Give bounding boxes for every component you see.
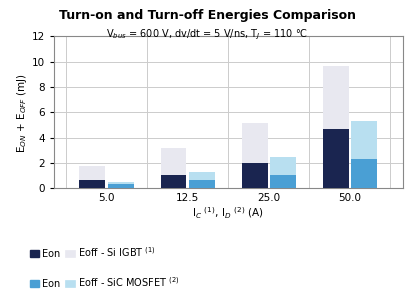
Bar — [161, 174, 186, 188]
Bar — [161, 148, 186, 174]
Y-axis label: E$_{ON}$ + E$_{OFF}$ (mJ): E$_{ON}$ + E$_{OFF}$ (mJ) — [15, 72, 29, 153]
Legend: Eon, Eoff - SiC MOSFET $^{(2)}$: Eon, Eoff - SiC MOSFET $^{(2)}$ — [26, 271, 183, 293]
Bar — [351, 121, 377, 159]
Bar — [351, 159, 377, 188]
Bar — [189, 180, 215, 188]
Bar — [80, 166, 105, 180]
Text: V$_{bus}$ = 600 V, dv/dt = 5 V/ns, T$_J$ = 110 °C: V$_{bus}$ = 600 V, dv/dt = 5 V/ns, T$_J$… — [106, 27, 309, 42]
Text: Turn-on and Turn-off Energies Comparison: Turn-on and Turn-off Energies Comparison — [59, 9, 356, 22]
Bar — [323, 129, 349, 188]
Bar — [189, 172, 215, 180]
Bar — [270, 174, 296, 188]
Bar — [242, 163, 268, 188]
Legend: Eon, Eoff - Si IGBT $^{(1)}$: Eon, Eoff - Si IGBT $^{(1)}$ — [26, 241, 160, 263]
Bar — [108, 184, 134, 188]
Bar — [80, 180, 105, 188]
Bar — [270, 157, 296, 174]
X-axis label: I$_C$ $^{(1)}$, I$_D$ $^{(2)}$ (A): I$_C$ $^{(1)}$, I$_D$ $^{(2)}$ (A) — [193, 206, 264, 221]
Bar — [323, 66, 349, 129]
Bar — [242, 123, 268, 163]
Bar — [108, 182, 134, 184]
